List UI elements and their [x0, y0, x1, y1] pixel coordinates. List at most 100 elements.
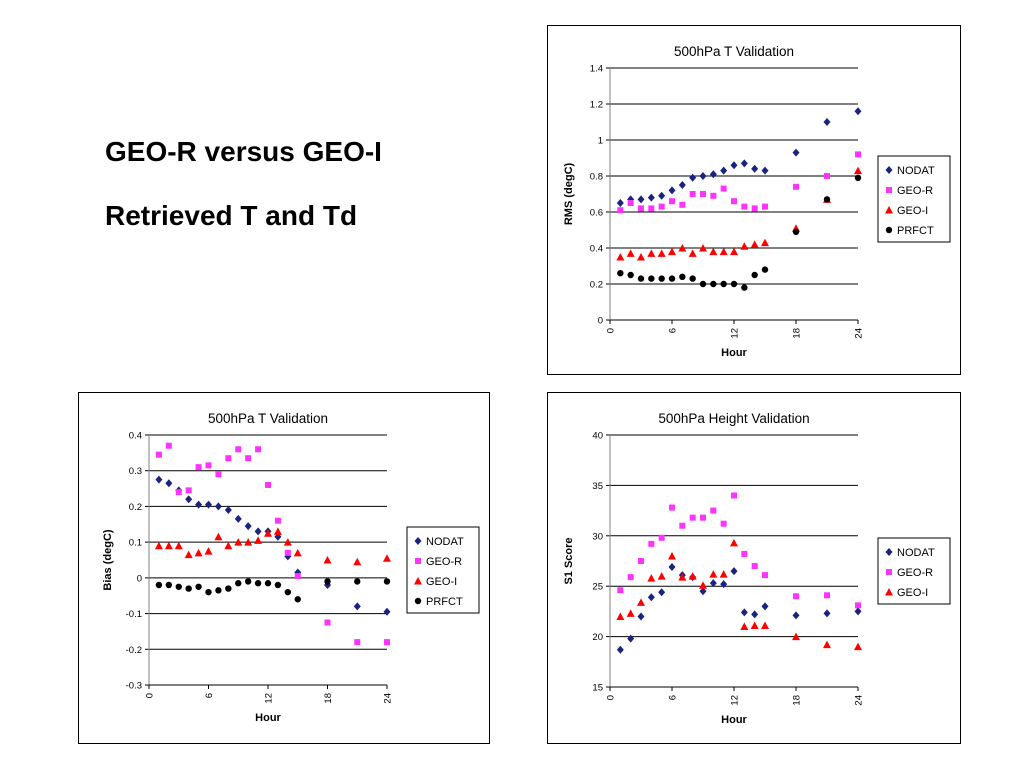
bias-point-nodat: [165, 479, 173, 488]
rms-x-axis-label: Hour: [721, 347, 747, 359]
rms-point-geo-i: [854, 166, 862, 175]
rms-series-geo-r: [617, 151, 861, 214]
bias-point-geo-i: [254, 536, 263, 544]
rms-y-tick-label: 0.8: [590, 172, 603, 183]
s1-point-geo-i: [709, 570, 718, 578]
bias-point-prfct: [155, 581, 163, 589]
s1-point-geo-i: [688, 572, 697, 580]
s1-point-geo-i: [616, 612, 625, 620]
rms-point-geo-r: [855, 151, 861, 158]
rms-point-geo-i: [730, 247, 738, 256]
rms-y-tick-label: 0.2: [590, 280, 603, 291]
bias-point-geo-r: [235, 446, 242, 453]
rms-point-prfct: [658, 275, 665, 282]
rms-point-nodat: [730, 161, 738, 170]
rms-point-prfct: [730, 280, 738, 288]
s1-point-geo-r: [700, 514, 706, 521]
s1-point-nodat: [658, 588, 666, 597]
bias-point-nodat: [155, 475, 163, 484]
s1-legend: NODAT GEO-R GEO-I: [877, 537, 951, 605]
rms-point-geo-i: [616, 253, 625, 261]
bias-y-tick-label: 0.4: [129, 431, 142, 442]
bias-point-nodat: [214, 502, 222, 511]
rms-point-geo-i: [761, 238, 769, 247]
rms-point-geo-i: [699, 244, 707, 252]
s1-y-tick-label: 30: [592, 531, 603, 542]
bias-point-prfct: [324, 578, 331, 585]
bias-chart-panel: 500hPa T Validation -0.3 -0.2 -0.1 0 0.1 0.2 0.…: [78, 392, 490, 744]
rms-y-tick-label: 1: [598, 136, 603, 147]
s1-point-nodat: [854, 607, 862, 616]
rms-point-nodat: [658, 191, 666, 200]
bias-y-tick-label: 0: [137, 573, 142, 584]
rms-point-prfct: [792, 228, 800, 235]
bias-point-geo-i: [204, 547, 213, 555]
s1-point-nodat: [616, 645, 624, 654]
bias-point-geo-r: [255, 446, 262, 453]
rms-point-geo-r: [669, 198, 675, 205]
rms-point-nodat: [699, 172, 707, 180]
bias-point-nodat: [205, 500, 212, 509]
s1-point-geo-r: [741, 550, 748, 557]
bias-point-geo-i: [273, 527, 282, 535]
s1-point-geo-i: [823, 640, 831, 649]
rms-point-prfct: [637, 275, 645, 282]
rms-point-nodat: [854, 107, 862, 116]
rms-point-geo-i: [740, 242, 749, 250]
bias-point-geo-i: [264, 529, 272, 537]
s1-point-geo-r: [617, 587, 624, 594]
rms-point-nodat: [616, 199, 624, 207]
bias-point-nodat: [185, 495, 193, 504]
rms-point-nodat: [720, 166, 728, 175]
rms-point-prfct: [751, 271, 758, 279]
rms-point-nodat: [637, 195, 645, 204]
s1-chart: 500hPa Height Validation 15 20 25 30 35 40 0 6 12…: [563, 411, 951, 726]
bias-x-axis-label: Hour: [255, 712, 281, 724]
rms-legend-marker-prfct: [885, 226, 893, 234]
bias-point-nodat: [254, 527, 262, 536]
bias-y-tick-label: -0.2: [126, 645, 142, 656]
s1-point-geo-r: [731, 492, 737, 499]
s1-x-tick-label: 24: [854, 695, 865, 706]
bias-point-prfct: [383, 578, 391, 585]
bias-legend-label: PRFCT: [426, 596, 463, 608]
rms-chart-title: 500hPa T Validation: [674, 44, 794, 59]
bias-point-geo-r: [225, 455, 232, 462]
s1-point-geo-r: [751, 563, 758, 570]
rms-y-tick-label: 0.6: [590, 208, 603, 219]
rms-point-nodat: [792, 148, 800, 157]
bias-point-geo-i: [214, 532, 223, 541]
rms-chart: 500hPa T Validation 0 0.2 0.4 0.6 0.8 1 1.2 1.4 0…: [563, 44, 951, 359]
s1-point-nodat: [792, 611, 800, 620]
rms-chart-panel: 500hPa T Validation 0 0.2 0.4 0.6 0.8 1 1.2 1.4 0…: [547, 25, 961, 375]
bias-point-geo-r: [185, 487, 192, 494]
bias-x-tick-label: 12: [264, 693, 275, 704]
s1-x-tick-label: 6: [668, 695, 679, 700]
bias-point-geo-r: [284, 549, 291, 556]
rms-point-geo-r: [679, 201, 686, 208]
rms-x-tick-label: 12: [730, 328, 741, 339]
rms-point-nodat: [709, 170, 717, 179]
s1-point-geo-r: [669, 504, 675, 511]
rms-point-prfct: [668, 275, 676, 282]
s1-legend-marker-geo-r: [886, 569, 892, 575]
s1-point-geo-i: [637, 598, 645, 606]
s1-point-nodat: [637, 612, 645, 621]
rms-point-nodat: [751, 164, 759, 173]
s1-point-nodat: [823, 609, 831, 618]
bias-point-geo-r: [155, 451, 162, 458]
bias-y-axis-label: Bias (degC): [102, 529, 114, 590]
s1-y-tick-label: 35: [592, 481, 603, 492]
s1-point-geo-r: [720, 520, 727, 527]
rms-point-geo-r: [617, 207, 624, 214]
s1-point-geo-r: [627, 574, 634, 581]
bias-legend-marker-geo-r: [415, 558, 421, 564]
bias-point-geo-i: [194, 548, 203, 557]
bias-point-geo-r: [245, 455, 252, 462]
rms-point-prfct: [699, 280, 707, 288]
bias-point-geo-i: [244, 538, 253, 546]
s1-point-geo-i: [647, 574, 656, 582]
rms-point-geo-r: [720, 185, 727, 192]
s1-point-geo-i: [719, 570, 728, 578]
bias-series-nodat: [155, 475, 391, 616]
